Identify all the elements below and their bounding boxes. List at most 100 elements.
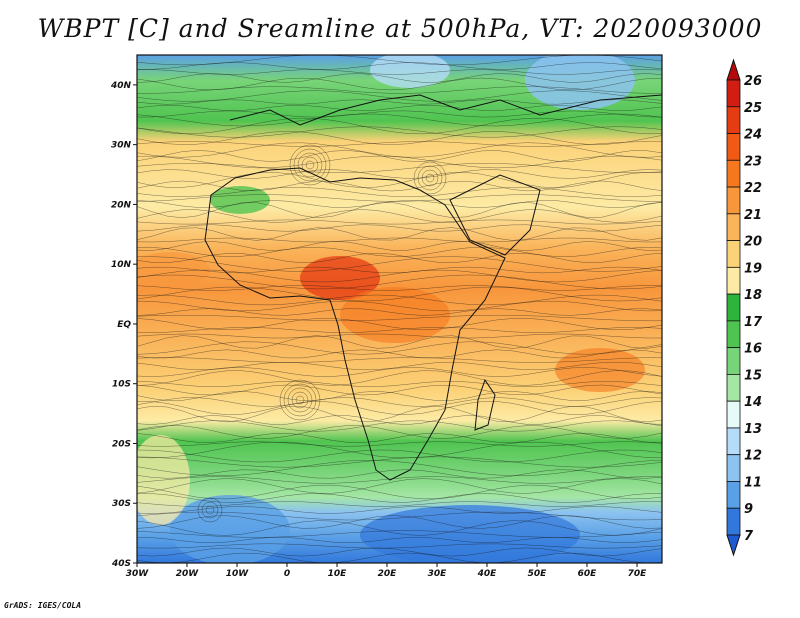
- vortex-ring: [289, 144, 331, 186]
- streamline: [137, 237, 662, 243]
- lon-tick-label: 70E: [628, 569, 648, 579]
- streamline: [137, 511, 662, 521]
- colorbar-label: 14: [744, 395, 762, 410]
- warm-area-indian-ocean: [555, 348, 645, 392]
- colorbar-label: 9: [744, 502, 753, 517]
- grads-footer: GrADS: IGES/COLA: [4, 601, 82, 610]
- lon-tick-label: 40E: [477, 569, 498, 579]
- vortex-ring: [201, 501, 219, 519]
- colorbar-box: [726, 347, 741, 375]
- streamline: [137, 266, 662, 274]
- streamline: [137, 543, 662, 549]
- streamline: [137, 506, 662, 514]
- streamline: [137, 200, 662, 208]
- colorbar-label: 7: [744, 529, 754, 544]
- lon-tick-label: 30W: [126, 569, 150, 579]
- streamline: [137, 62, 662, 70]
- colorbar-label: 19: [744, 261, 762, 276]
- streamline: [137, 449, 662, 463]
- streamline: [137, 520, 662, 536]
- streamline: [137, 141, 662, 147]
- map-plot-area: [137, 55, 662, 563]
- colorbar-box: [726, 320, 741, 349]
- colorbar-box: [726, 213, 741, 241]
- streamline: [137, 420, 662, 432]
- colorbar-box: [726, 400, 741, 429]
- vortex-ring: [205, 505, 215, 515]
- colorbar-box: [726, 240, 741, 268]
- cool-area-north: [525, 55, 635, 110]
- colorbar-box: [726, 106, 741, 134]
- lat-tick-label: 10N: [111, 260, 132, 270]
- streamline: [137, 530, 662, 538]
- lon-tick-label: 60E: [578, 569, 598, 579]
- streamline: [137, 163, 662, 173]
- streamline: [137, 73, 662, 83]
- arabia-coastline: [449, 174, 541, 256]
- colorbar-box: [726, 266, 741, 295]
- streamline: [137, 201, 662, 219]
- streamline: [137, 150, 662, 162]
- colorbar-label: 12: [744, 449, 762, 464]
- colorbar-label: 18: [744, 288, 762, 303]
- streamline: [137, 274, 662, 290]
- colorbar-box: [726, 159, 741, 188]
- streamline: [137, 384, 662, 396]
- streamline: [137, 536, 662, 544]
- colorbar-top-arrow: [726, 58, 741, 81]
- streamline: [137, 441, 662, 447]
- colorbar-label: 24: [744, 128, 762, 143]
- vortex-ring: [279, 379, 321, 421]
- colorbar-label: 16: [744, 342, 762, 357]
- latitude-axis: 40N 30N 20N 10N EQ 10S 20S 30S 40S: [110, 81, 137, 569]
- streamline: [137, 327, 662, 333]
- streamline: [137, 460, 662, 476]
- streamlines: [137, 55, 662, 563]
- lat-tick-label: 10S: [112, 380, 131, 390]
- cool-area-south-indian: [360, 505, 580, 563]
- colorbar-box: [726, 427, 741, 456]
- streamline: [137, 90, 662, 102]
- map-frame: [136, 54, 663, 564]
- streamline: [137, 126, 662, 138]
- streamline: [137, 169, 662, 179]
- vortex-ring: [417, 165, 443, 191]
- streamline: [137, 478, 662, 494]
- streamline: [137, 456, 662, 468]
- streamline: [137, 142, 662, 158]
- streamline: [137, 194, 662, 202]
- lat-tick-label: 20N: [111, 200, 132, 210]
- lat-tick-label: EQ: [117, 320, 131, 330]
- streamline: [137, 381, 662, 387]
- lon-tick-label: 50E: [528, 569, 548, 579]
- streamline: [137, 308, 662, 316]
- cool-area-south-atlantic: [170, 495, 290, 563]
- streamline: [137, 493, 662, 503]
- streamline: [137, 341, 662, 355]
- streamline: [137, 349, 662, 359]
- streamline: [137, 256, 662, 272]
- streamline: [137, 155, 662, 169]
- streamline: [137, 370, 662, 386]
- streamline: [137, 361, 662, 371]
- streamline: [137, 547, 662, 557]
- lat-tick-label: 20S: [112, 439, 131, 449]
- vortex-ring: [287, 387, 313, 413]
- lon-tick-label: 10E: [328, 569, 348, 579]
- colorbar-box: [726, 79, 741, 108]
- streamline: [137, 187, 662, 197]
- lat-tick-label: 30N: [111, 141, 132, 151]
- streamline: [137, 77, 662, 91]
- streamline: [137, 335, 662, 349]
- streamline: [137, 294, 662, 306]
- streamline: [137, 113, 662, 127]
- colorbar-box: [726, 293, 741, 322]
- europe-coastline: [229, 94, 662, 126]
- colorbar-box: [726, 374, 741, 402]
- streamline: [137, 476, 662, 484]
- streamline: [137, 433, 662, 443]
- colorbar-label: 21: [744, 208, 762, 223]
- streamline: [137, 515, 662, 529]
- vortex-ring: [425, 173, 435, 183]
